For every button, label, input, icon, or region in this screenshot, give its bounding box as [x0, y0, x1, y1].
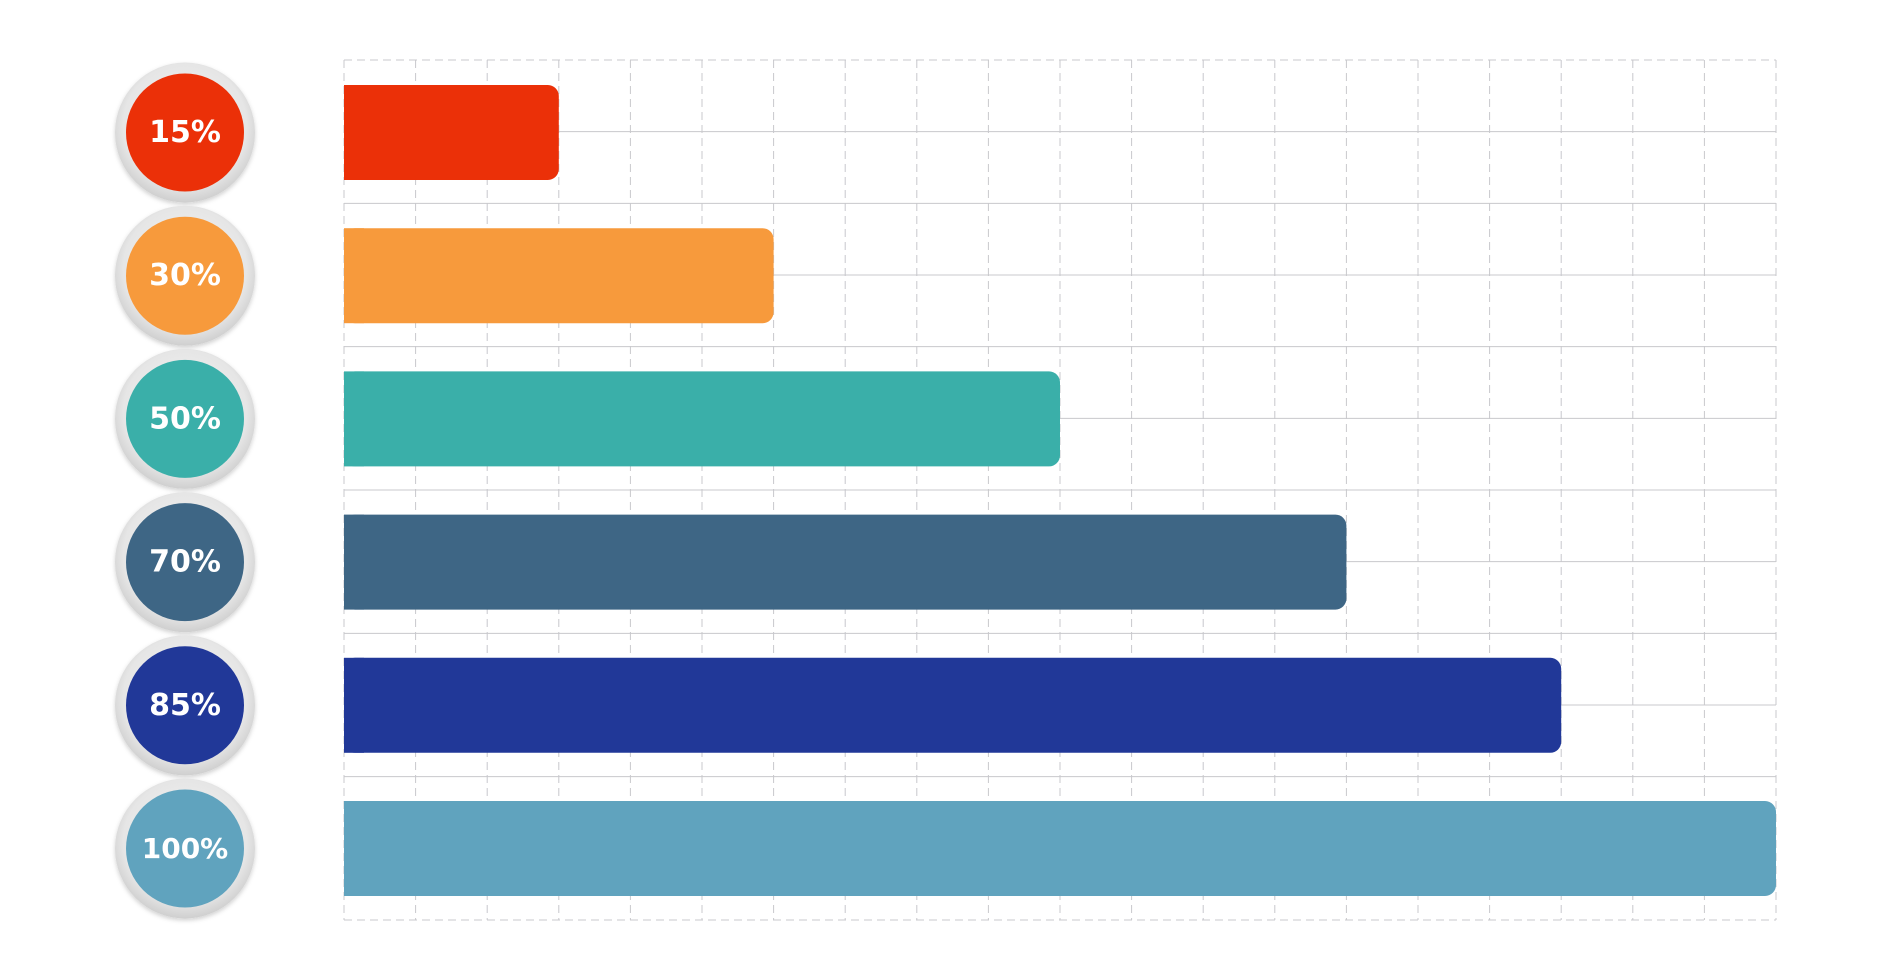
data-label: 100% — [142, 832, 229, 865]
bar-left-edge — [344, 85, 364, 180]
badge-fill — [126, 646, 244, 765]
bar — [344, 228, 774, 324]
value-badge: 100% — [115, 778, 255, 919]
value-badge: 30% — [115, 205, 255, 346]
bar — [344, 371, 1060, 467]
data-label: 15% — [149, 115, 221, 150]
badge-fill — [126, 359, 244, 478]
badge-fill — [126, 216, 244, 335]
bar — [344, 801, 1776, 896]
chart-grid — [343, 59, 1777, 921]
bar-left-edge — [344, 228, 364, 324]
data-label: 85% — [149, 688, 221, 723]
value-badge: 15% — [115, 62, 255, 203]
value-badge: 50% — [115, 348, 255, 489]
value-badge: 85% — [115, 635, 255, 776]
badge-fill — [126, 73, 244, 192]
bar — [344, 514, 1347, 610]
data-label: 30% — [149, 258, 221, 293]
bar-left-edge — [344, 801, 364, 896]
bar — [344, 657, 1562, 753]
badge-fill — [126, 503, 244, 622]
bar-left-edge — [344, 657, 364, 753]
value-badge: 70% — [115, 492, 255, 633]
bar-left-edge — [344, 514, 364, 610]
badge-fill — [126, 789, 244, 908]
data-label: 50% — [149, 401, 221, 436]
value-badges: 15% 30% 50% 70% 85% 100% — [115, 62, 255, 919]
data-label: 70% — [149, 545, 221, 580]
chart-bars — [344, 85, 1776, 896]
bar — [344, 85, 559, 180]
bar-left-edge — [344, 371, 364, 467]
